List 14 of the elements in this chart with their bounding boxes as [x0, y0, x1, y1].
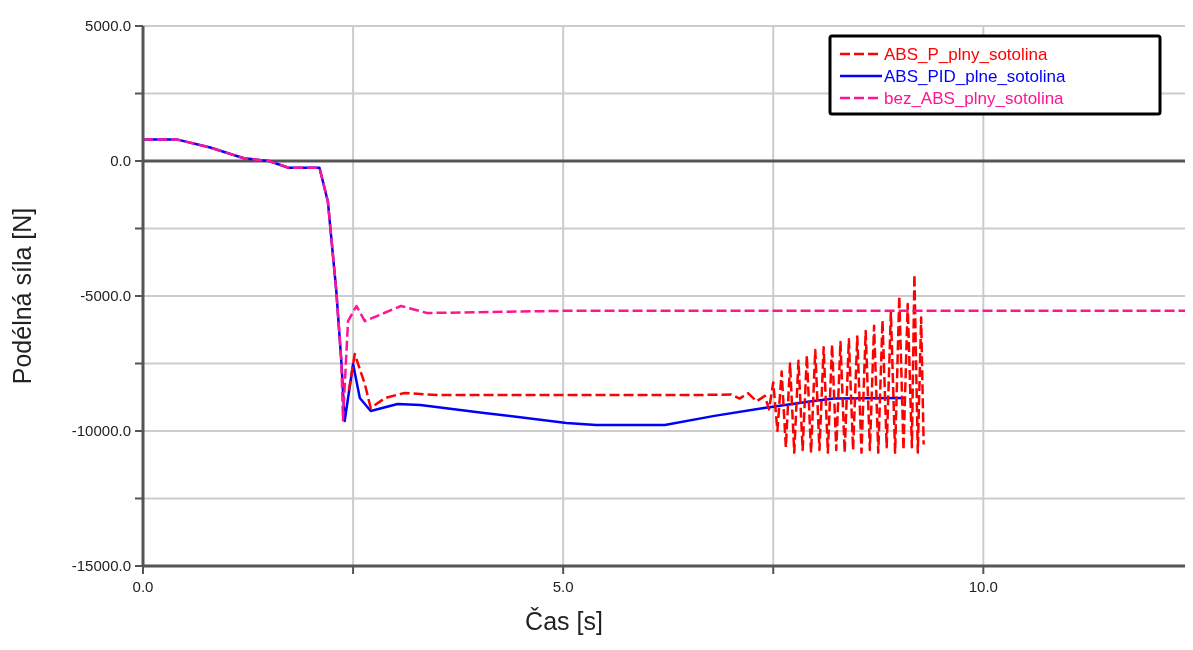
- y-axis-title: Podélná síla [N]: [8, 207, 36, 385]
- legend-label: ABS_PID_plne_sotolina: [884, 67, 1066, 86]
- x-tick-label: 0.0: [132, 578, 154, 595]
- line-series: [347, 273, 925, 454]
- y-tick-label: -10000.0: [71, 422, 131, 440]
- y-tick-label: 0.0: [110, 152, 131, 170]
- legend-label: ABS_P_plny_sotolina: [884, 45, 1049, 64]
- x-tick-label: 10.0: [968, 578, 998, 595]
- x-axis-title: Čas [s]: [525, 607, 603, 635]
- y-tick-label: 5000.0: [85, 17, 131, 35]
- y-tick-label: -5000.0: [80, 287, 131, 305]
- y-tick-label: -15000.0: [71, 557, 131, 575]
- x-tick-label: 5.0: [552, 578, 574, 595]
- legend-label: bez_ABS_plny_sotolina: [884, 89, 1065, 108]
